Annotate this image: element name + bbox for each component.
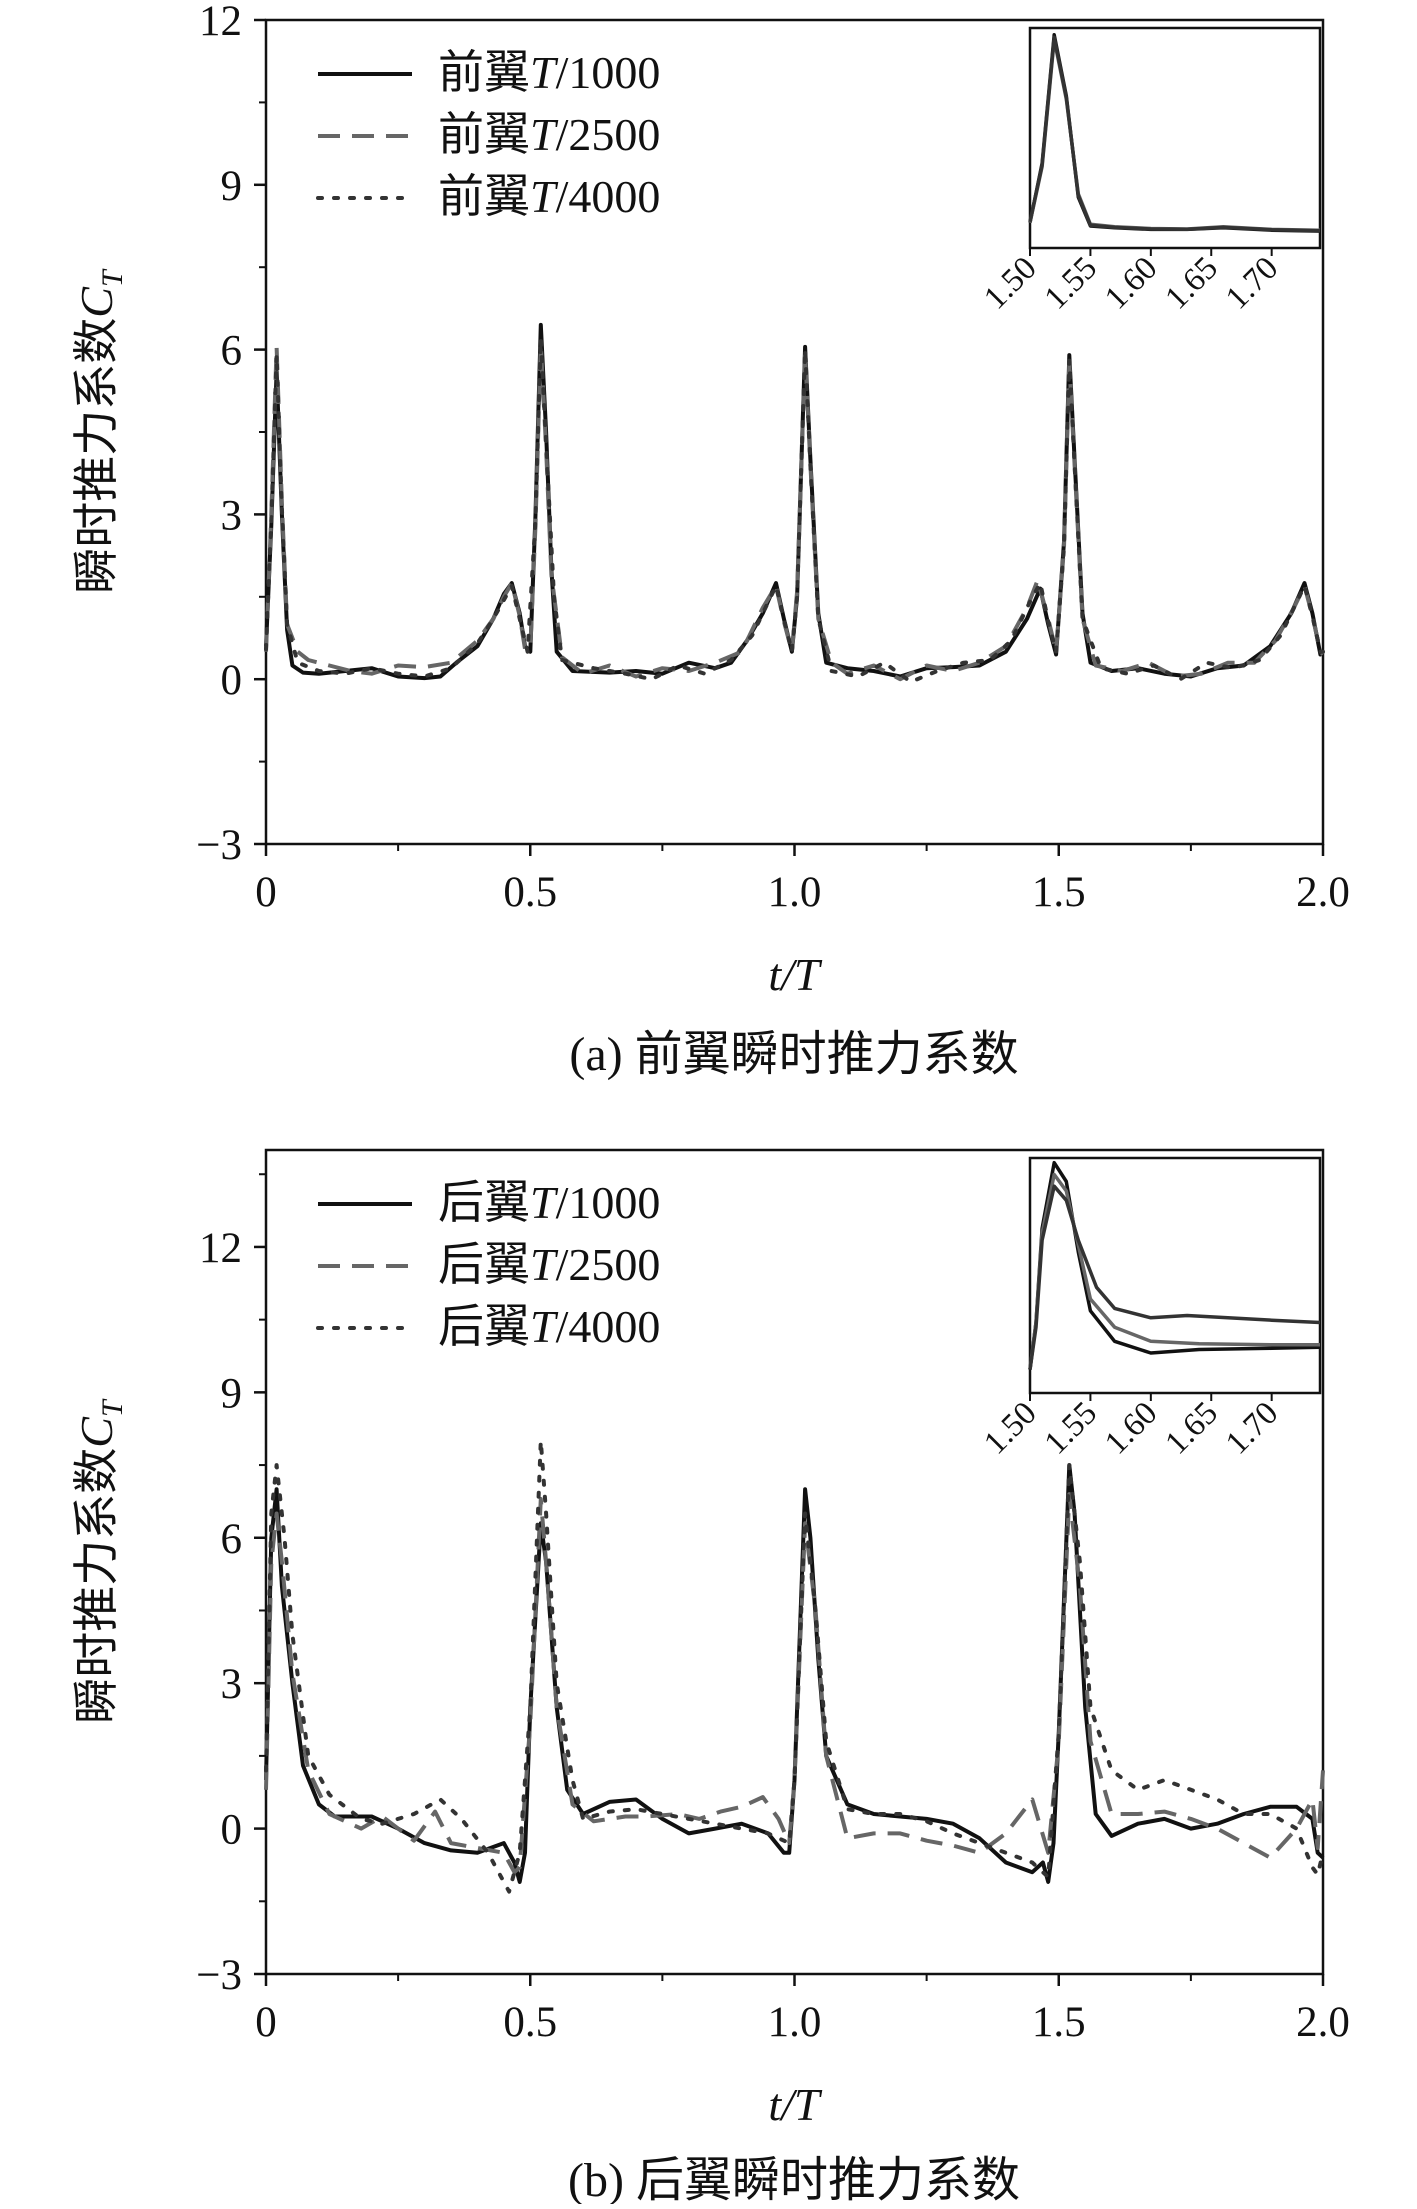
- series-line-a-2: [264, 336, 1325, 684]
- inset-series-line-b-2: [1028, 1184, 1321, 1370]
- y-tick-label-a-0: −3: [196, 822, 242, 869]
- y-axis-label-b: 瞬时推力系数CT: [71, 1398, 129, 1724]
- series-line-b-1: [264, 1492, 1325, 1875]
- series-line-a-0: [264, 322, 1325, 681]
- x-axis-label-a: t/T: [768, 949, 823, 1000]
- legend-label-b-1: 后翼T/2500: [438, 1239, 660, 1290]
- inset-x-tick-label-a-4: 1.70: [1219, 250, 1285, 316]
- legend-label-a-0: 前翼T/1000: [438, 47, 660, 98]
- y-tick-label-a-5: 12: [199, 0, 242, 45]
- inset-x-tick-label-a-3: 1.65: [1159, 250, 1225, 316]
- x-axis-label-b: t/T: [768, 2079, 823, 2130]
- legend-label-a-2: 前翼T/4000: [438, 171, 660, 222]
- panel-b: 1.501.551.601.651.70 后翼T/1000后翼T/2500后翼T…: [71, 1148, 1350, 2207]
- caption-a: (a) 前翼瞬时推力系数: [569, 1028, 1018, 1081]
- y-tick-label-b-2: 3: [221, 1661, 243, 1708]
- inset-x-tick-label-a-2: 1.60: [1098, 250, 1164, 316]
- x-tick-label-b-0: 0: [255, 1999, 277, 2046]
- x-tick-label-b-3: 1.5: [1032, 1999, 1086, 2046]
- x-tick-label-a-0: 0: [255, 869, 277, 916]
- y-tick-label-b-1: 0: [221, 1807, 243, 1854]
- y-tick-label-b-3: 6: [221, 1516, 243, 1563]
- legend-label-b-0: 后翼T/1000: [438, 1177, 660, 1228]
- x-tick-label-b-4: 2.0: [1296, 1999, 1350, 2046]
- inset-x-tick-label-b-1: 1.55: [1038, 1395, 1104, 1461]
- y-tick-label-b-5: 12: [199, 1225, 242, 1272]
- x-tick-label-a-2: 1.0: [768, 869, 822, 916]
- x-tick-label-b-1: 0.5: [503, 1999, 557, 2046]
- inset-x-tick-label-a-1: 1.55: [1038, 250, 1104, 316]
- y-axis-label-a: 瞬时推力系数CT: [71, 268, 129, 594]
- series-line-b-2: [264, 1438, 1325, 1894]
- inset-x-tick-label-b-0: 1.50: [977, 1395, 1043, 1461]
- x-tick-label-b-2: 1.0: [768, 1999, 822, 2046]
- x-tick-label-a-3: 1.5: [1032, 869, 1086, 916]
- y-tick-label-b-0: −3: [196, 1952, 242, 1999]
- inset-frame-a: [1028, 26, 1322, 250]
- x-tick-label-a-4: 2.0: [1296, 869, 1350, 916]
- inset-series-line-a-2: [1028, 35, 1321, 233]
- legend-label-a-1: 前翼T/2500: [438, 109, 660, 160]
- series-line-a-1: [264, 342, 1325, 682]
- y-tick-label-a-4: 9: [221, 163, 243, 210]
- inset-frame-b: [1028, 1156, 1322, 1395]
- caption-b: (b) 后翼瞬时推力系数: [568, 2154, 1020, 2204]
- y-tick-label-a-3: 6: [221, 328, 243, 375]
- y-tick-label-a-1: 0: [221, 657, 243, 704]
- legend-label-b-2: 后翼T/4000: [438, 1301, 660, 1352]
- inset-x-tick-label-b-3: 1.65: [1159, 1395, 1225, 1461]
- x-tick-label-a-1: 0.5: [503, 869, 557, 916]
- inset-x-tick-label-b-4: 1.70: [1219, 1395, 1285, 1461]
- series-line-b-0: [264, 1463, 1325, 1884]
- inset-x-tick-label-b-2: 1.60: [1098, 1395, 1164, 1461]
- y-tick-label-a-2: 3: [221, 492, 243, 539]
- y-tick-label-b-4: 9: [221, 1370, 243, 1417]
- inset-x-tick-label-a-0: 1.50: [977, 250, 1043, 316]
- panel-a: 1.501.551.601.651.70 前翼T/1000前翼T/2500前翼T…: [71, 0, 1350, 1081]
